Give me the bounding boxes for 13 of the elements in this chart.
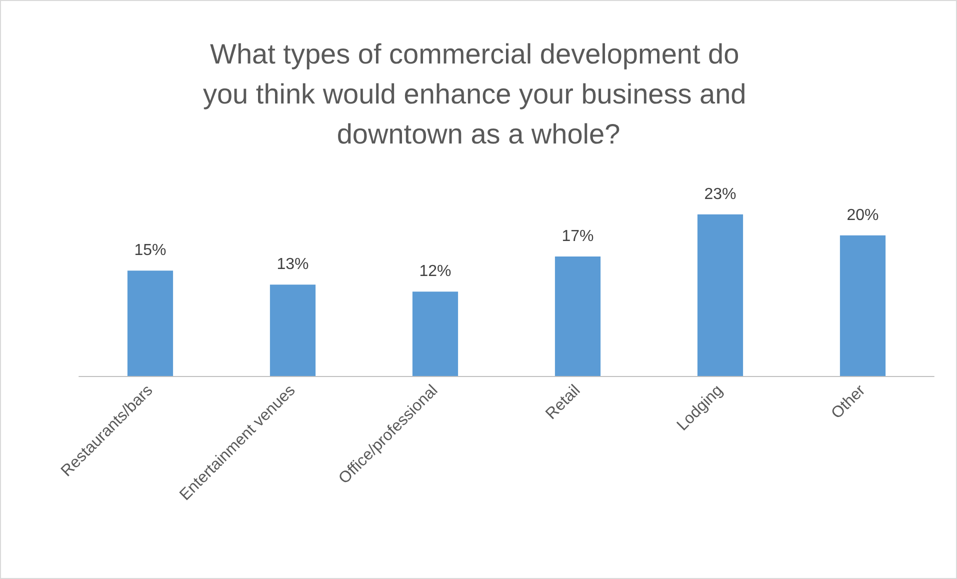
data-label: 23% (704, 186, 736, 203)
bar (270, 284, 316, 376)
bar (697, 214, 744, 376)
chart-title: What types of commercial development do you think would enhance your business and downtown as a whole? (202, 38, 754, 150)
bar (840, 235, 886, 376)
bar (127, 270, 174, 376)
bar (412, 292, 458, 376)
data-label: 20% (846, 206, 879, 224)
data-label: 12% (419, 263, 452, 280)
bar (554, 256, 601, 376)
data-label: 15% (134, 242, 166, 260)
data-label: 13% (276, 256, 309, 274)
data-label: 17% (562, 228, 594, 246)
